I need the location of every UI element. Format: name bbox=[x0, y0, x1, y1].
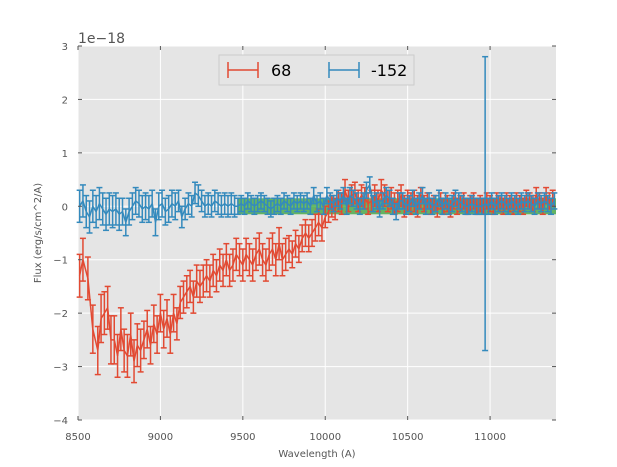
x-axis-ticks: 8500 9000 9500 10000 10500 11000 bbox=[65, 46, 506, 443]
y-tick-label: 2 bbox=[62, 95, 68, 106]
series-layer bbox=[76, 55, 558, 384]
x-tick-label: 9000 bbox=[148, 432, 173, 443]
legend: 68 -152 bbox=[218, 54, 415, 86]
y-axis-ticks: −4 −3 −2 −1 0 1 2 3 bbox=[53, 42, 556, 427]
plot-area bbox=[76, 45, 558, 421]
y-tick-label: 3 bbox=[62, 42, 68, 53]
legend-marker-neg152 bbox=[328, 62, 360, 78]
x-tick-label: 8500 bbox=[65, 432, 90, 443]
y-axis-label: Flux (erg/s/cm^2/A) bbox=[33, 183, 44, 283]
legend-label-neg152: -152 bbox=[371, 61, 407, 80]
y-tick-label: 1 bbox=[62, 149, 68, 160]
y-tick-label: −4 bbox=[53, 416, 68, 427]
series-neg152 bbox=[76, 55, 558, 352]
x-tick-label: 10500 bbox=[392, 432, 424, 443]
x-tick-label: 11000 bbox=[474, 432, 506, 443]
y-tick-label: −3 bbox=[53, 363, 68, 374]
plot-background bbox=[78, 46, 556, 420]
y-tick-label: 0 bbox=[62, 202, 68, 213]
y-tick-label: −1 bbox=[53, 256, 68, 267]
y-tick-label: −2 bbox=[53, 309, 68, 320]
legend-label-68: 68 bbox=[271, 61, 291, 80]
y-offset-label: 1e−18 bbox=[78, 31, 125, 47]
x-axis-label: Wavelength (A) bbox=[278, 449, 355, 460]
legend-marker-68 bbox=[227, 62, 259, 78]
x-tick-label: 10000 bbox=[309, 432, 341, 443]
x-tick-label: 9500 bbox=[230, 432, 255, 443]
